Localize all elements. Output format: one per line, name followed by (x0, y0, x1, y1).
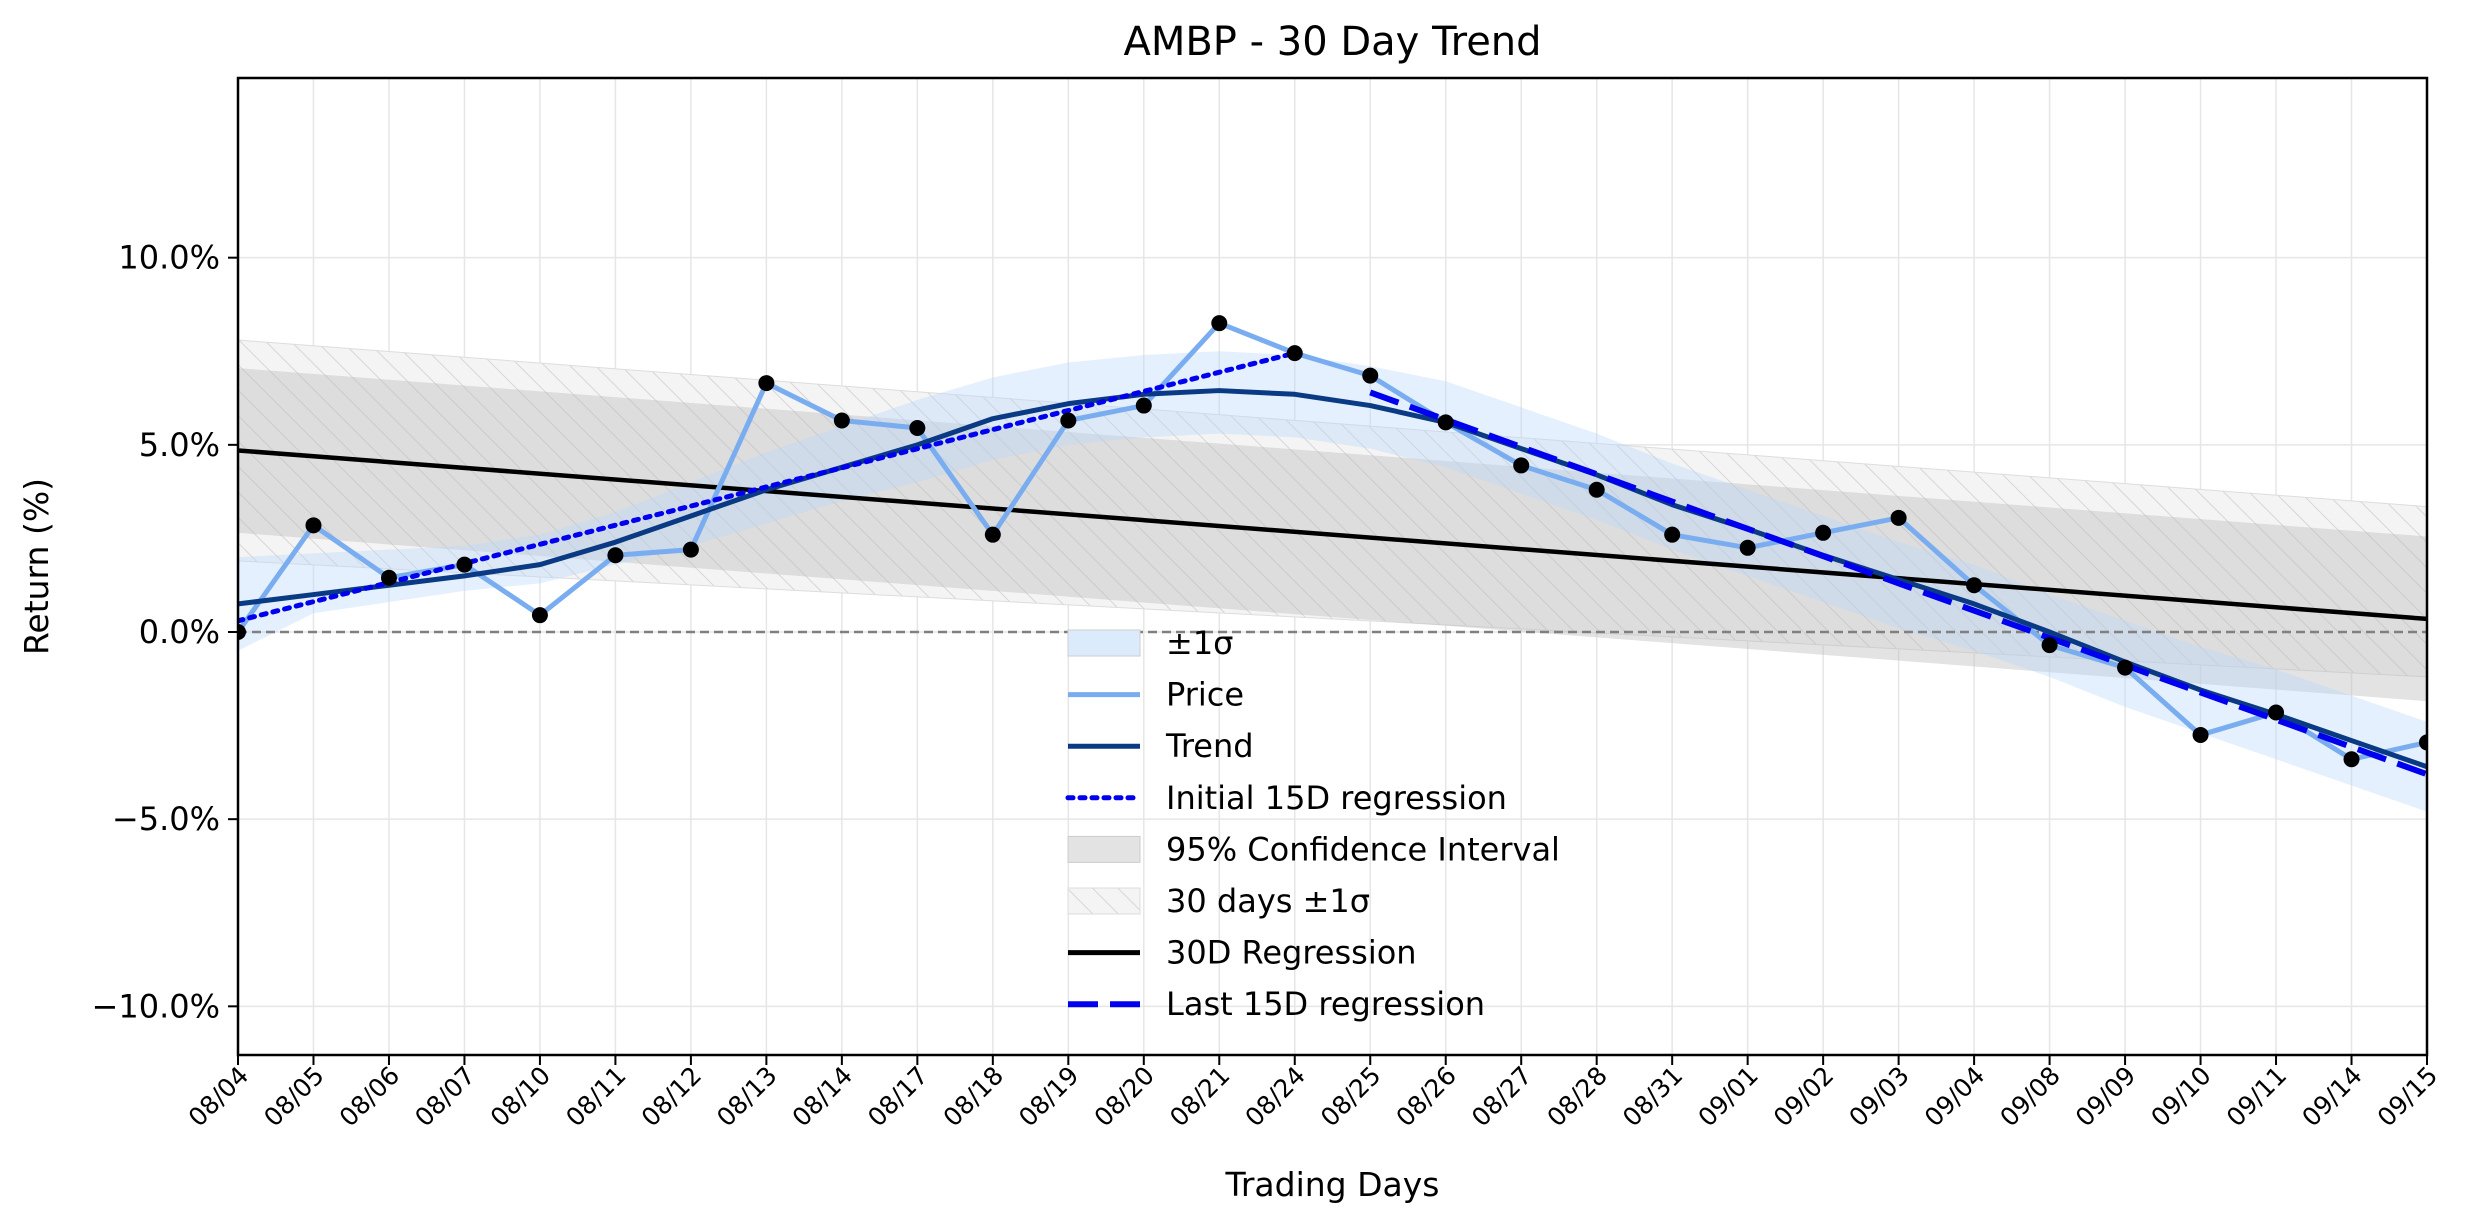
legend-swatch (1067, 835, 1141, 863)
price-point (531, 607, 548, 624)
x-tick-label: 09/03 (1843, 1061, 1914, 1132)
price-point (2419, 734, 2427, 751)
price-point (1060, 412, 1077, 429)
y-tick-label: 0.0% (139, 613, 220, 651)
x-tick-label: 08/24 (1240, 1061, 1311, 1132)
y-axis-label: Return (%) (17, 478, 56, 655)
price-point (305, 517, 322, 534)
legend-label: 30 days ±1σ (1166, 882, 1370, 920)
price-point (2268, 704, 2285, 721)
x-tick-label: 09/08 (1994, 1061, 2065, 1132)
x-tick-label: 08/07 (409, 1061, 480, 1132)
price-point (238, 624, 246, 641)
x-tick-label: 09/14 (2296, 1061, 2367, 1132)
legend-label: Initial 15D regression (1166, 779, 1507, 817)
price-point (607, 547, 624, 564)
chart-title: AMBP - 30 Day Trend (1123, 19, 1541, 65)
x-tick-label: 08/13 (711, 1061, 782, 1132)
y-tick-label: −5.0% (112, 800, 220, 838)
legend-swatch (1067, 887, 1141, 915)
legend-label: Price (1166, 676, 1244, 714)
x-tick-label: 08/20 (1089, 1061, 1160, 1132)
x-tick-label: 09/15 (2372, 1061, 2443, 1132)
price-point (1135, 397, 1152, 414)
x-tick-label: 09/09 (2070, 1061, 2141, 1132)
sigma-band (238, 351, 2427, 812)
legend-label: ±1σ (1166, 624, 1233, 662)
price-point (758, 375, 775, 392)
x-tick-label: 08/10 (485, 1061, 556, 1132)
x-tick-label: 08/11 (560, 1061, 631, 1132)
price-point (2343, 751, 2360, 768)
price-point (1211, 315, 1228, 332)
x-tick-label: 08/17 (862, 1061, 933, 1132)
price-point (909, 419, 926, 436)
x-tick-label: 08/06 (334, 1061, 405, 1132)
price-point (1664, 526, 1681, 543)
x-tick-label: 09/11 (2221, 1061, 2292, 1132)
last-15d-regression-line (1369, 389, 2427, 778)
x-tick-label: 08/21 (1164, 1061, 1235, 1132)
price-point (380, 569, 397, 586)
x-tick-label: 08/18 (938, 1061, 1009, 1132)
legend: ±1σ Price Trend Initial 15D regression 95% C… (1065, 624, 1560, 1023)
price-point (984, 526, 1001, 543)
price-point (1362, 367, 1379, 384)
plot-frame (236, 76, 2429, 1057)
trend-line (238, 388, 2427, 770)
price-point (456, 556, 473, 573)
x-tick-label: 08/12 (636, 1061, 707, 1132)
price-point (2041, 637, 2058, 654)
price-line (238, 320, 2427, 762)
legend-label: 30D Regression (1166, 934, 1417, 972)
x-tick-label: 09/01 (1692, 1061, 1763, 1132)
price-point (2192, 726, 2209, 743)
initial-15d-regression-line (238, 350, 1298, 624)
price-point (1437, 414, 1454, 431)
price-point (2117, 659, 2134, 676)
regression-30d-line (238, 448, 2427, 622)
x-tick-label: 09/04 (1919, 1061, 1990, 1132)
x-tick-label: 08/27 (1466, 1061, 1537, 1132)
x-tick-label: 09/10 (2145, 1061, 2216, 1132)
x-tick-label: 08/19 (1013, 1061, 1084, 1132)
price-point (1739, 539, 1756, 556)
price-point (1286, 345, 1303, 362)
x-tick-label: 08/25 (1315, 1061, 1386, 1132)
price-point (1890, 509, 1907, 526)
price-point (833, 412, 850, 429)
legend-label: Last 15D regression (1166, 985, 1485, 1023)
legend-label: Trend (1165, 727, 1254, 765)
x-tick-label: 08/14 (787, 1061, 858, 1132)
x-tick-label: 08/05 (258, 1061, 329, 1132)
price-point (1815, 524, 1832, 541)
price-point (1513, 457, 1530, 474)
x-tick-label: 08/26 (1391, 1061, 1462, 1132)
y-tick-label: 10.0% (118, 239, 220, 277)
thirty-day-sigma-band (238, 339, 2427, 678)
price-point (1588, 481, 1605, 498)
price-point (682, 541, 699, 558)
legend-label: 95% Confidence Interval (1166, 830, 1560, 868)
y-tick-label: 5.0% (139, 426, 220, 464)
legend-swatch (1067, 629, 1141, 657)
y-tick-label: −10.0% (92, 987, 220, 1025)
x-tick-label: 08/31 (1617, 1061, 1688, 1132)
price-point (1966, 577, 1983, 594)
x-axis-label: Trading Days (1225, 1165, 1440, 1204)
x-tick-label: 08/04 (183, 1061, 254, 1132)
x-tick-label: 09/02 (1768, 1061, 1839, 1132)
x-tick-label: 08/28 (1541, 1061, 1612, 1132)
